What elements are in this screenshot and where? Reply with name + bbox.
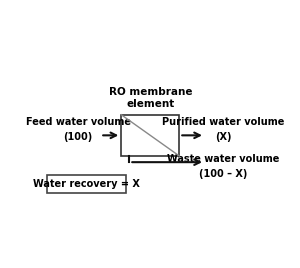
Text: (X): (X) xyxy=(215,132,232,142)
Text: RO membrane
element: RO membrane element xyxy=(109,87,192,109)
Text: Purified water volume: Purified water volume xyxy=(162,117,285,127)
Text: Waste water volume: Waste water volume xyxy=(167,154,280,164)
Bar xyxy=(47,174,126,193)
Text: Feed water volume: Feed water volume xyxy=(26,117,131,127)
Text: Water recovery = X: Water recovery = X xyxy=(33,179,140,189)
Text: (100 – X): (100 – X) xyxy=(199,169,248,179)
Text: (100): (100) xyxy=(64,132,93,142)
Bar xyxy=(121,115,179,156)
